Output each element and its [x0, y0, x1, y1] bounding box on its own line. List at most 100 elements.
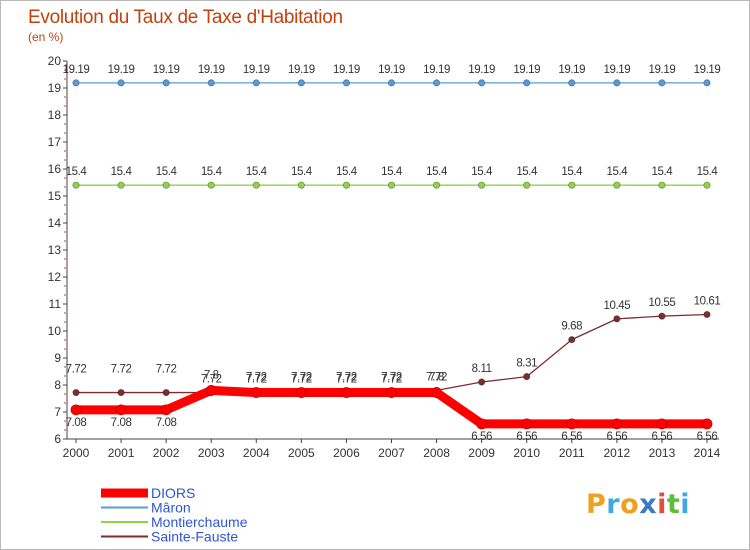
data-point — [72, 79, 80, 87]
logo-letter: i — [680, 489, 691, 520]
data-point — [523, 373, 531, 381]
logo-letter: o — [620, 489, 640, 520]
data-point — [658, 79, 666, 87]
x-tick-label: 2011 — [559, 446, 585, 460]
data-label: 6.56 — [652, 431, 673, 443]
data-label: 15.4 — [246, 166, 268, 178]
data-label: 19.19 — [108, 64, 135, 76]
data-label: 7.72 — [426, 372, 447, 384]
data-point — [432, 181, 441, 189]
x-tick-label: 2013 — [649, 446, 676, 460]
data-label: 15.4 — [516, 166, 538, 178]
y-tick-label: 8 — [54, 378, 61, 392]
data-label: 7.72 — [66, 364, 87, 376]
data-point — [568, 181, 576, 189]
data-label: 15.4 — [697, 166, 719, 178]
y-tick-label: 12 — [48, 270, 62, 284]
data-label: 7.72 — [291, 372, 312, 384]
x-tick-label: 2008 — [423, 446, 450, 460]
data-point — [521, 418, 533, 430]
data-point — [207, 79, 215, 87]
x-tick-label: 2014 — [694, 446, 721, 460]
data-label: 15.4 — [561, 166, 583, 178]
data-label: 10.55 — [649, 297, 676, 309]
data-point — [341, 387, 352, 398]
data-point — [611, 418, 623, 430]
x-tick-label: 2002 — [153, 446, 180, 460]
data-point — [207, 181, 215, 189]
data-label: 7.08 — [111, 417, 132, 429]
data-point — [431, 387, 442, 398]
y-tick-label: 18 — [48, 108, 62, 122]
data-point — [613, 315, 621, 323]
data-point — [478, 181, 486, 189]
data-point — [703, 310, 711, 319]
data-label: 15.4 — [336, 166, 358, 178]
legend-label: Montierchaume — [151, 514, 248, 530]
data-label: 19.19 — [153, 64, 180, 76]
logo-letter: r — [606, 489, 621, 520]
legend-label: DIORS — [151, 485, 195, 501]
data-point — [162, 388, 170, 397]
data-label: 6.56 — [606, 431, 627, 443]
y-tick-label: 7 — [54, 405, 61, 419]
data-label: 15.4 — [381, 166, 403, 178]
data-point — [205, 384, 217, 396]
x-tick-label: 2012 — [604, 446, 631, 460]
data-label: 19.19 — [603, 64, 630, 76]
data-label: 10.61 — [694, 296, 721, 308]
data-label: 15.4 — [426, 166, 448, 178]
y-tick-label: 6 — [54, 432, 61, 446]
data-point — [72, 181, 80, 189]
data-point — [117, 79, 125, 87]
data-label: 19.19 — [468, 64, 495, 76]
data-label: 7.72 — [246, 374, 267, 386]
data-label: 15.4 — [201, 166, 223, 178]
data-point — [297, 79, 305, 87]
data-label: 7.72 — [381, 374, 402, 386]
data-label: 6.56 — [516, 431, 537, 443]
x-tick-label: 2001 — [108, 446, 135, 460]
data-point — [566, 418, 578, 430]
data-label: 15.4 — [156, 166, 178, 178]
data-point — [478, 79, 486, 87]
data-label: 19.19 — [558, 64, 585, 76]
data-point — [432, 79, 441, 87]
data-point — [523, 181, 531, 189]
chart-subtitle: (en %) — [28, 30, 64, 44]
data-label: 8.31 — [516, 358, 537, 370]
data-point — [252, 79, 260, 87]
chart-title: Evolution du Taux de Taxe d'Habitation — [28, 7, 343, 28]
data-label: 19.19 — [513, 64, 540, 76]
x-tick-label: 2006 — [333, 446, 360, 460]
data-point — [613, 79, 621, 87]
y-tick-label: 19 — [48, 81, 62, 95]
x-tick-label: 2003 — [198, 446, 225, 460]
data-label: 7.72 — [111, 364, 132, 376]
data-label: 19.19 — [649, 64, 676, 76]
proxiti-logo: Proxiti — [586, 489, 690, 520]
data-label: 19.19 — [243, 64, 270, 76]
y-tick-label: 13 — [48, 243, 62, 257]
data-point — [476, 418, 488, 430]
y-tick-label: 15 — [48, 189, 62, 203]
data-point — [387, 181, 396, 189]
legend-label: Mâron — [151, 500, 191, 516]
data-point — [160, 404, 172, 416]
logo-letter: P — [586, 489, 607, 520]
data-label: 8.11 — [472, 363, 492, 375]
data-point — [162, 79, 170, 87]
data-label: 6.56 — [471, 431, 492, 443]
y-tick-label: 11 — [49, 297, 62, 311]
data-point — [70, 404, 82, 416]
data-point — [117, 181, 125, 189]
legend-label: Sainte-Fauste — [151, 529, 238, 545]
data-point — [295, 387, 307, 398]
x-tick-label: 2000 — [63, 446, 90, 460]
data-point — [252, 181, 260, 189]
data-label: 19.19 — [694, 64, 721, 76]
data-point — [387, 79, 396, 87]
data-point — [701, 418, 713, 430]
x-tick-label: 2007 — [378, 446, 405, 460]
data-point — [342, 181, 351, 189]
